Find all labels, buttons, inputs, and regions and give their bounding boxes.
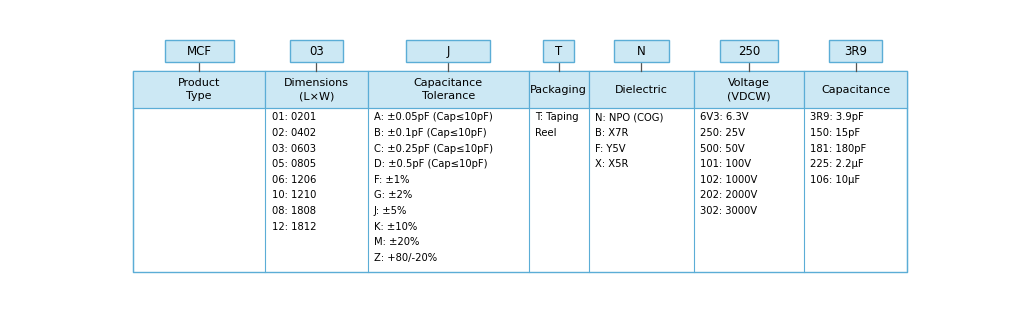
Text: 6V3: 6.3V: 6V3: 6.3V <box>700 112 749 122</box>
Text: 102: 1000V: 102: 1000V <box>700 175 758 185</box>
Text: Z: +80/-20%: Z: +80/-20% <box>374 253 437 263</box>
Text: Capacitance
Tolerance: Capacitance Tolerance <box>414 78 483 101</box>
Text: F: Y5V: F: Y5V <box>595 144 625 153</box>
Text: X: X5R: X: X5R <box>595 159 628 169</box>
Text: J: ±5%: J: ±5% <box>374 206 407 216</box>
Text: 06: 1206: 06: 1206 <box>272 175 316 185</box>
Text: Dimensions
(L×W): Dimensions (L×W) <box>284 78 349 101</box>
Bar <box>529 71 589 108</box>
Text: 106: 10μF: 106: 10μF <box>810 175 861 185</box>
Text: 181: 180pF: 181: 180pF <box>810 144 867 153</box>
Text: T: Taping: T: Taping <box>535 112 579 122</box>
Text: G: ±2%: G: ±2% <box>374 190 412 201</box>
Text: 10: 1210: 10: 1210 <box>272 190 316 201</box>
Text: A: ±0.05pF (Cap≤10pF): A: ±0.05pF (Cap≤10pF) <box>374 112 492 122</box>
Text: C: ±0.25pF (Cap≤10pF): C: ±0.25pF (Cap≤10pF) <box>374 144 493 153</box>
Text: 3R9: 3R9 <box>844 45 867 58</box>
Bar <box>589 71 694 108</box>
Bar <box>164 40 233 62</box>
Text: 302: 3000V: 302: 3000V <box>700 206 757 216</box>
Text: B: X7R: B: X7R <box>595 128 628 138</box>
Text: 202: 2000V: 202: 2000V <box>700 190 758 201</box>
Text: 150: 15pF: 150: 15pF <box>810 128 861 138</box>
Text: 02: 0402: 02: 0402 <box>272 128 316 138</box>
Text: Product
Type: Product Type <box>178 78 220 101</box>
Text: K: ±10%: K: ±10% <box>374 222 417 232</box>
Text: 101: 100V: 101: 100V <box>700 159 751 169</box>
Text: 500: 50V: 500: 50V <box>700 144 745 153</box>
Text: 3R9: 3.9pF: 3R9: 3.9pF <box>810 112 864 122</box>
Text: Packaging: Packaging <box>530 85 587 95</box>
Text: Capacitance: Capacitance <box>821 85 890 95</box>
Bar <box>694 71 804 108</box>
Bar <box>406 40 490 62</box>
Bar <box>265 71 367 108</box>
Text: Voltage
(VDCW): Voltage (VDCW) <box>728 78 771 101</box>
Text: F: ±1%: F: ±1% <box>374 175 409 185</box>
Text: B: ±0.1pF (Cap≤10pF): B: ±0.1pF (Cap≤10pF) <box>374 128 486 138</box>
Bar <box>829 40 882 62</box>
Bar <box>290 40 343 62</box>
Bar <box>721 40 777 62</box>
Bar <box>614 40 669 62</box>
Bar <box>133 71 907 272</box>
Text: 03: 0603: 03: 0603 <box>272 144 316 153</box>
Text: Reel: Reel <box>535 128 556 138</box>
Text: 250: 25V: 250: 25V <box>700 128 745 138</box>
Bar <box>543 40 574 62</box>
Text: M: ±20%: M: ±20% <box>374 237 419 247</box>
Text: N: NPO (COG): N: NPO (COG) <box>595 112 663 122</box>
Text: 225: 2.2μF: 225: 2.2μF <box>810 159 864 169</box>
Text: 05: 0805: 05: 0805 <box>272 159 316 169</box>
Text: 08: 1808: 08: 1808 <box>272 206 316 216</box>
Text: J: J <box>447 45 450 58</box>
Text: N: N <box>637 45 646 58</box>
Text: 01: 0201: 01: 0201 <box>272 112 316 122</box>
Text: MCF: MCF <box>187 45 212 58</box>
Text: Dielectric: Dielectric <box>615 85 668 95</box>
Text: T: T <box>555 45 562 58</box>
Bar <box>804 71 907 108</box>
Bar <box>367 71 529 108</box>
Text: D: ±0.5pF (Cap≤10pF): D: ±0.5pF (Cap≤10pF) <box>374 159 487 169</box>
Text: 03: 03 <box>310 45 324 58</box>
Text: 12: 1812: 12: 1812 <box>272 222 316 232</box>
Text: 250: 250 <box>738 45 760 58</box>
Bar <box>133 71 265 108</box>
